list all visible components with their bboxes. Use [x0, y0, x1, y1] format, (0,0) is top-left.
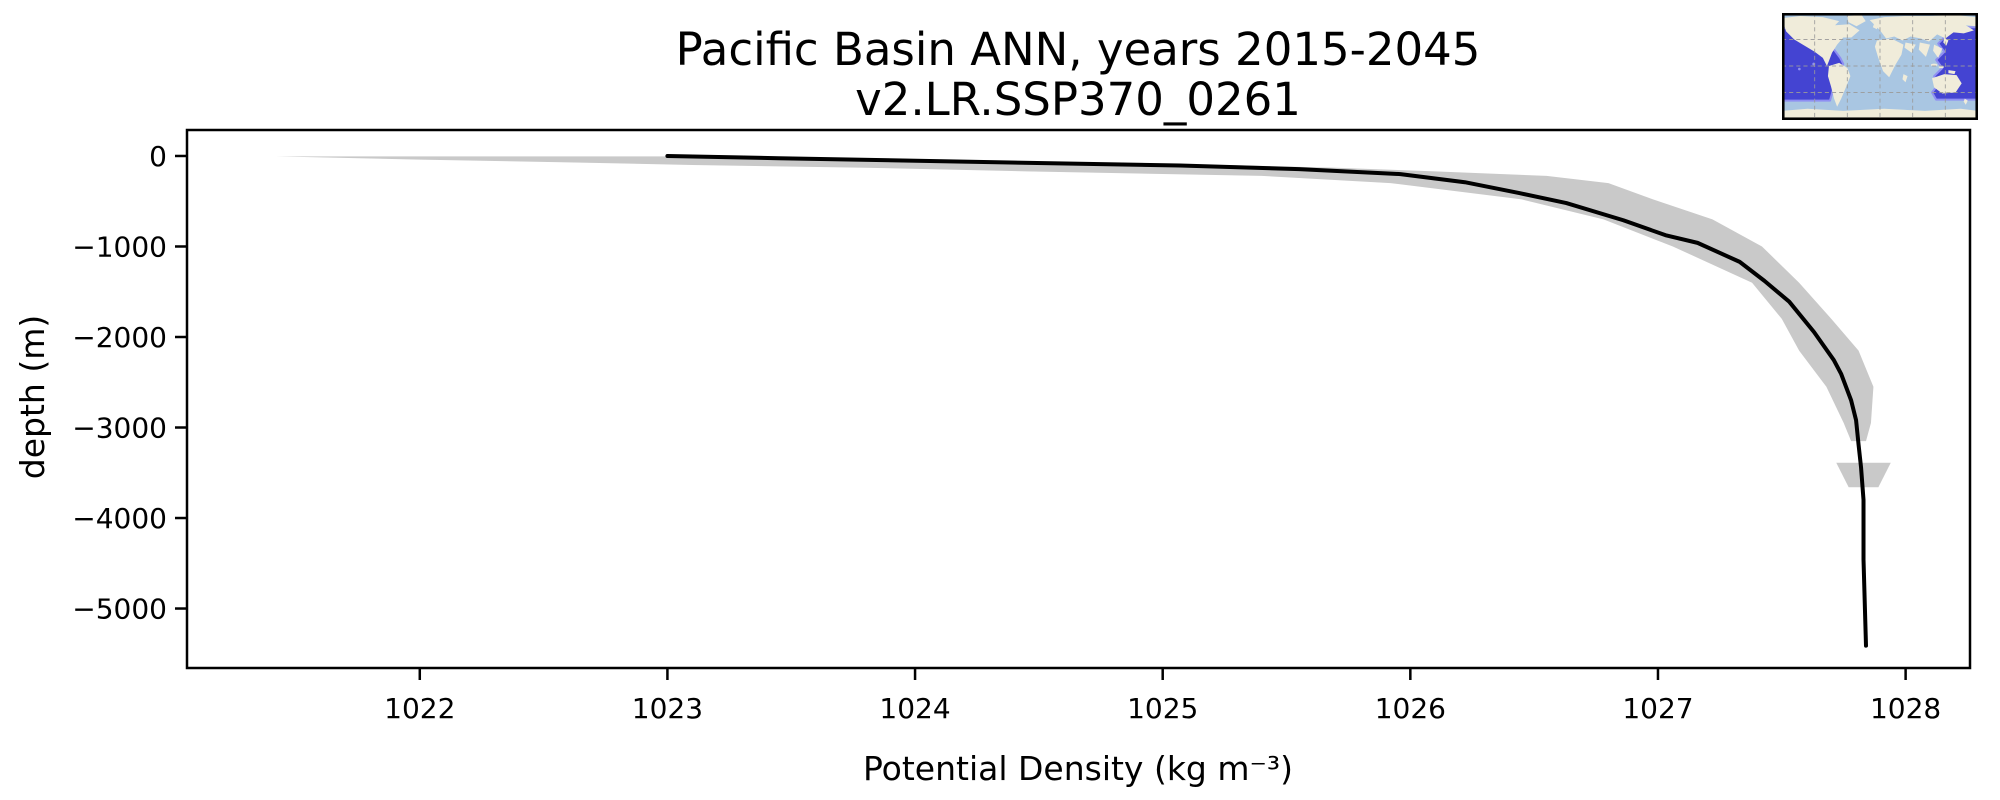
land-greenland [1847, 15, 1866, 27]
y-tick-label: 0 [149, 140, 167, 173]
y-axis-label: depth (m) [13, 315, 52, 479]
uncertainty-band [276, 156, 1891, 488]
land-india [1918, 42, 1931, 57]
profile-path [665, 153, 1868, 648]
x-tick-label: 1025 [1127, 692, 1198, 725]
x-axis-label: Potential Density (kg m⁻³) [863, 749, 1293, 788]
chart-title: Pacific Basin ANN, years 2015-2045 [676, 23, 1481, 76]
axes-frame [185, 128, 1972, 670]
y-axis-ticks: 0 −1000 −2000 −3000 −4000 −5000 [72, 140, 187, 626]
land-indochina [1933, 44, 1943, 58]
land-new-zealand [1963, 98, 1968, 105]
x-tick-label: 1022 [384, 692, 455, 725]
x-tick-label: 1028 [1870, 692, 1941, 725]
land-united-kingdom [1872, 24, 1878, 30]
island-dot [1798, 67, 1801, 71]
map-graticule [1782, 13, 1978, 120]
y-tick-label: −5000 [72, 593, 167, 626]
land-madagascar [1902, 74, 1908, 83]
mean-profile-line [665, 153, 1868, 648]
x-axis-ticks: 1022 1023 1024 1025 1026 1027 1028 [384, 668, 1941, 725]
y-tick-label: −4000 [72, 502, 167, 535]
x-tick-label: 1023 [632, 692, 703, 725]
map-inset [1782, 13, 1978, 120]
chart-subtitle: v2.LR.SSP370_0261 [855, 73, 1301, 126]
band-polygon [276, 156, 1874, 442]
land-japan [1943, 37, 1949, 46]
land-eurasia [1869, 15, 1976, 42]
land-africa [1874, 38, 1904, 78]
y-tick-label: −1000 [72, 230, 167, 263]
land-south-america [1827, 62, 1851, 107]
land-north-america [1782, 16, 1860, 66]
x-tick-label: 1024 [879, 692, 950, 725]
land-australia [1932, 74, 1962, 94]
x-tick-label: 1026 [1375, 692, 1446, 725]
land-new-guinea [1948, 70, 1956, 75]
y-tick-label: −2000 [72, 321, 167, 354]
map-border [1782, 13, 1978, 120]
x-tick-label: 1027 [1622, 692, 1693, 725]
y-tick-label: −3000 [72, 412, 167, 445]
